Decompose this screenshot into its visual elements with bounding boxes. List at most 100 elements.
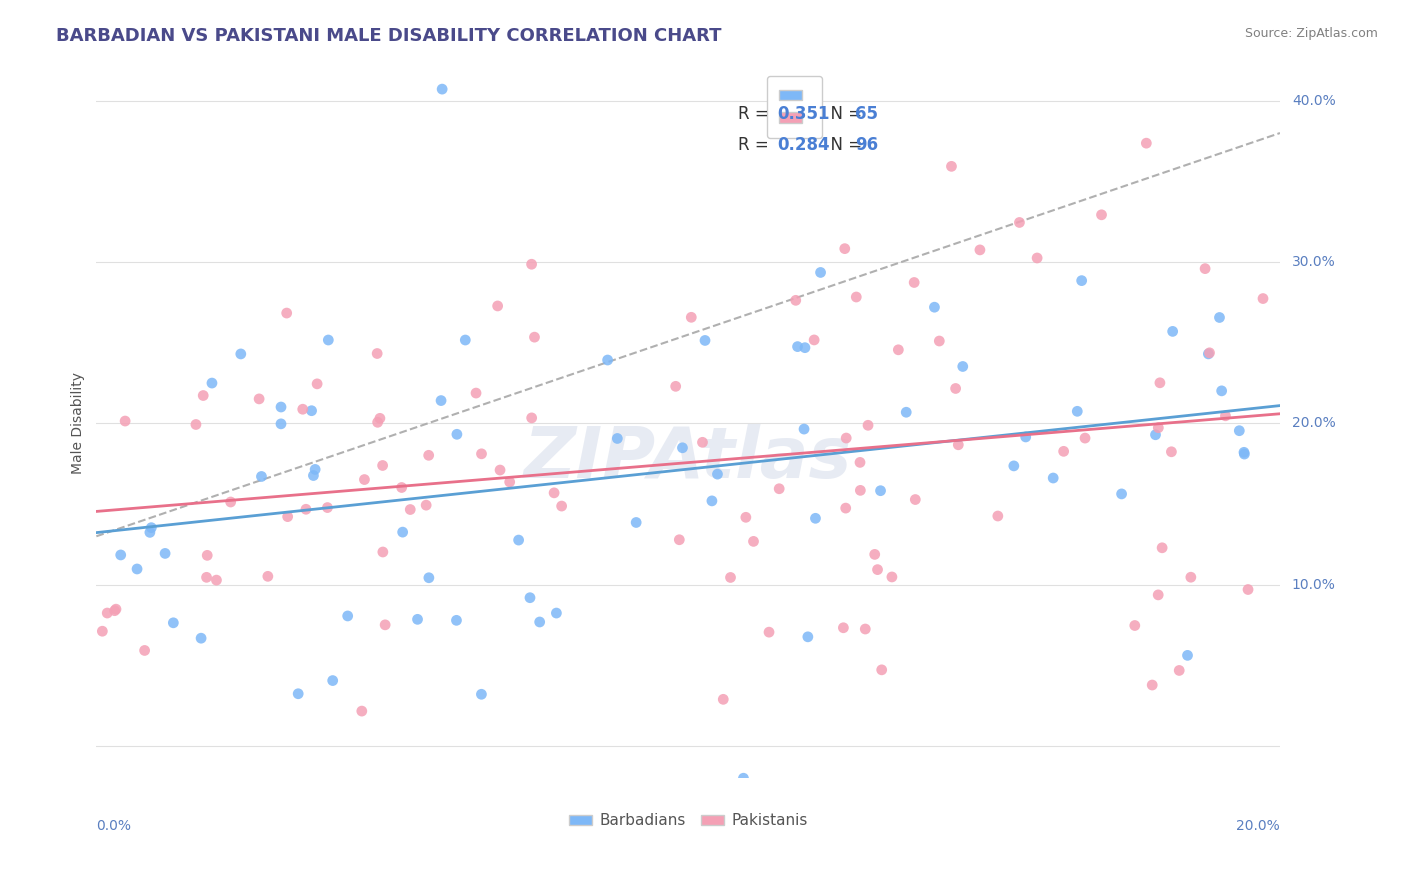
Point xyxy=(454,333,477,347)
Point xyxy=(1144,427,1167,442)
Point xyxy=(1194,261,1216,276)
Point xyxy=(856,418,879,433)
Point xyxy=(668,533,690,547)
Point xyxy=(665,379,688,393)
Point xyxy=(853,622,876,636)
Point xyxy=(520,410,543,425)
Point xyxy=(446,613,468,627)
Point xyxy=(924,300,946,314)
Point xyxy=(1070,274,1092,288)
Point xyxy=(863,548,886,562)
Point xyxy=(139,525,162,540)
Point xyxy=(307,376,329,391)
Point xyxy=(374,617,396,632)
Point xyxy=(391,525,413,540)
Point xyxy=(125,562,148,576)
Point xyxy=(1015,430,1038,444)
Point xyxy=(1197,347,1219,361)
Y-axis label: Male Disability: Male Disability xyxy=(72,372,86,475)
Text: 96: 96 xyxy=(855,136,877,153)
Text: ZIPAtlas: ZIPAtlas xyxy=(524,425,852,493)
Point xyxy=(391,481,413,495)
Text: 20.0%: 20.0% xyxy=(1292,417,1336,430)
Point xyxy=(371,545,394,559)
Point xyxy=(904,492,927,507)
Point xyxy=(1198,346,1220,360)
Point xyxy=(681,310,703,325)
Point xyxy=(1211,384,1233,398)
Legend: Barbadians, Pakistanis: Barbadians, Pakistanis xyxy=(562,807,814,834)
Point xyxy=(205,573,228,587)
Text: BARBADIAN VS PAKISTANI MALE DISABILITY CORRELATION CHART: BARBADIAN VS PAKISTANI MALE DISABILITY C… xyxy=(56,27,721,45)
Point xyxy=(903,276,925,290)
Point xyxy=(96,606,118,620)
Point xyxy=(849,455,872,469)
Point xyxy=(134,643,156,657)
Point xyxy=(671,441,693,455)
Point xyxy=(322,673,344,688)
Point xyxy=(91,624,114,639)
Point xyxy=(1237,582,1260,597)
Point xyxy=(786,340,808,354)
Point xyxy=(257,569,280,583)
Text: R =: R = xyxy=(738,136,775,153)
Point xyxy=(870,663,893,677)
Point xyxy=(523,330,546,344)
Point xyxy=(430,393,453,408)
Point xyxy=(1149,376,1171,390)
Point xyxy=(367,415,389,429)
Point xyxy=(529,615,551,629)
Point xyxy=(350,704,373,718)
Point xyxy=(606,432,628,446)
Point xyxy=(1026,251,1049,265)
Point xyxy=(489,463,512,477)
Point xyxy=(219,495,242,509)
Point xyxy=(141,521,163,535)
Point xyxy=(832,621,855,635)
Point xyxy=(508,533,530,547)
Point xyxy=(887,343,910,357)
Text: N =: N = xyxy=(820,105,868,123)
Point xyxy=(287,687,309,701)
Point xyxy=(803,333,825,347)
Point xyxy=(399,502,422,516)
Point xyxy=(987,508,1010,523)
Point xyxy=(835,431,858,445)
Point xyxy=(797,630,820,644)
Point xyxy=(624,516,647,530)
Point xyxy=(794,341,817,355)
Point xyxy=(250,469,273,483)
Point xyxy=(793,422,815,436)
Point xyxy=(418,571,440,585)
Point xyxy=(415,498,437,512)
Point xyxy=(1177,648,1199,663)
Point xyxy=(229,347,252,361)
Point xyxy=(758,625,780,640)
Point xyxy=(318,333,340,347)
Point xyxy=(302,468,325,483)
Point xyxy=(291,402,314,417)
Point xyxy=(692,435,714,450)
Point xyxy=(869,483,891,498)
Point xyxy=(969,243,991,257)
Point xyxy=(1233,447,1256,461)
Point xyxy=(519,591,541,605)
Point xyxy=(1074,431,1097,445)
Point xyxy=(1090,208,1112,222)
Point xyxy=(742,534,765,549)
Point xyxy=(1066,404,1088,418)
Point xyxy=(1208,310,1230,325)
Point xyxy=(1008,215,1031,229)
Point xyxy=(153,546,176,560)
Point xyxy=(711,692,734,706)
Point xyxy=(295,502,318,516)
Point xyxy=(706,467,728,482)
Point xyxy=(835,501,858,516)
Point xyxy=(114,414,136,428)
Point xyxy=(406,612,429,626)
Point xyxy=(110,548,132,562)
Text: 0.351: 0.351 xyxy=(778,105,830,123)
Point xyxy=(301,403,323,417)
Point xyxy=(945,382,967,396)
Point xyxy=(353,473,375,487)
